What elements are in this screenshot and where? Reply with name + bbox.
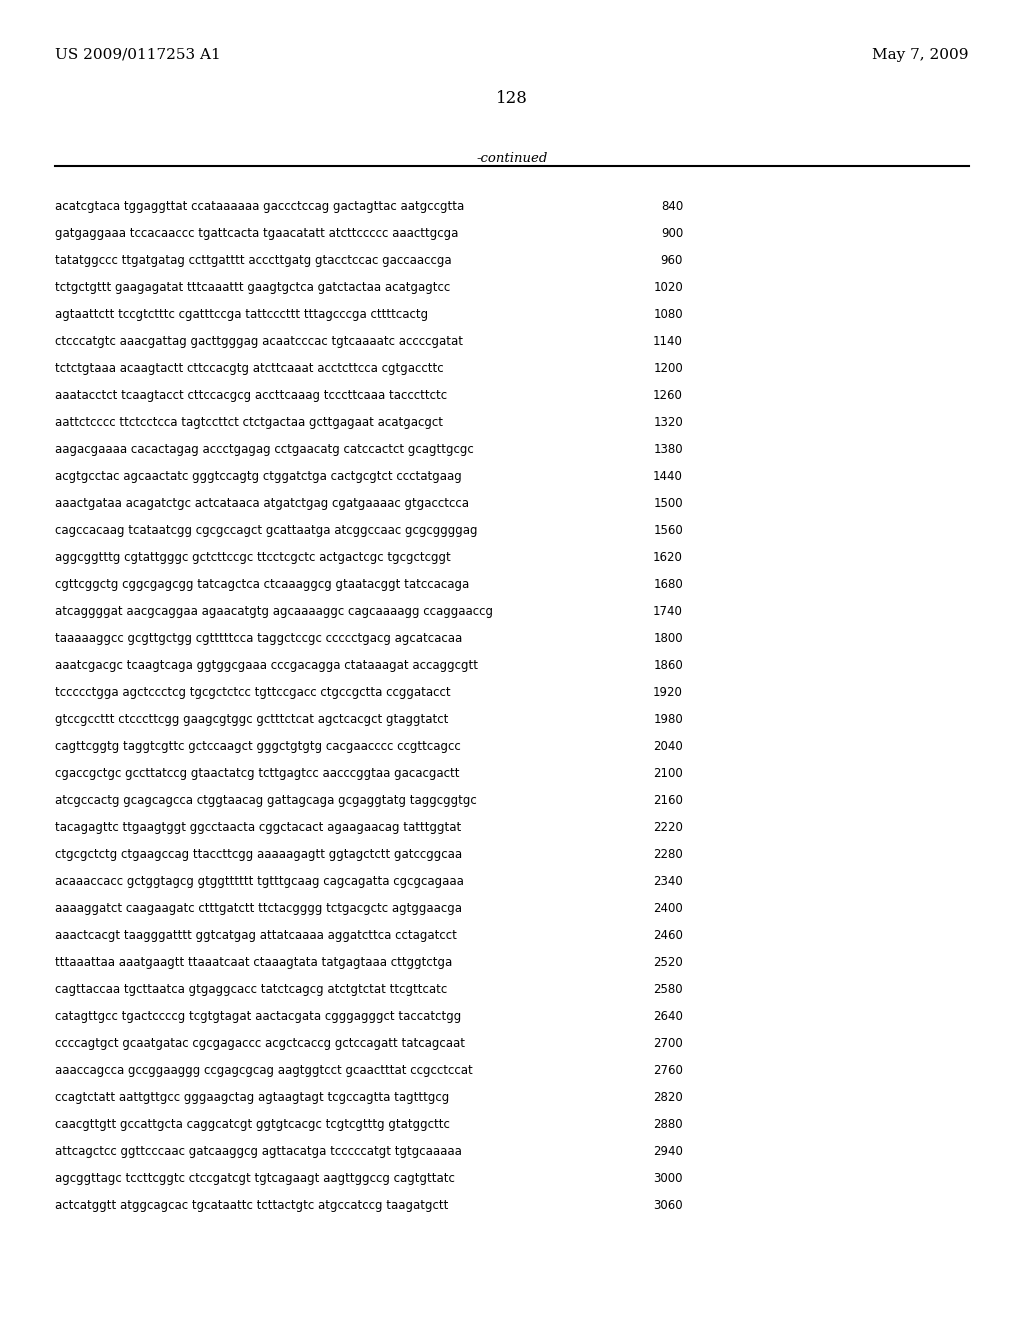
Text: agtaattctt tccgtctttc cgatttccga tattcccttt tttagcccga cttttcactg: agtaattctt tccgtctttc cgatttccga tattccc…: [55, 308, 428, 321]
Text: taaaaaggcc gcgttgctgg cgtttttcca taggctccgc ccccctgacg agcatcacaa: taaaaaggcc gcgttgctgg cgtttttcca taggctc…: [55, 632, 462, 645]
Text: tccccctgga agctccctcg tgcgctctcc tgttccgacc ctgccgctta ccggatacct: tccccctgga agctccctcg tgcgctctcc tgttccg…: [55, 686, 451, 700]
Text: 2700: 2700: [653, 1038, 683, 1049]
Text: May 7, 2009: May 7, 2009: [872, 48, 969, 62]
Text: 2520: 2520: [653, 956, 683, 969]
Text: 2280: 2280: [653, 847, 683, 861]
Text: 2100: 2100: [653, 767, 683, 780]
Text: 1380: 1380: [653, 444, 683, 455]
Text: caacgttgtt gccattgcta caggcatcgt ggtgtcacgc tcgtcgtttg gtatggcttc: caacgttgtt gccattgcta caggcatcgt ggtgtca…: [55, 1118, 450, 1131]
Text: cagttcggtg taggtcgttc gctccaagct gggctgtgtg cacgaacccc ccgttcagcc: cagttcggtg taggtcgttc gctccaagct gggctgt…: [55, 741, 461, 752]
Text: 1500: 1500: [653, 498, 683, 510]
Text: tttaaattaa aaatgaagtt ttaaatcaat ctaaagtata tatgagtaaa cttggtctga: tttaaattaa aaatgaagtt ttaaatcaat ctaaagt…: [55, 956, 453, 969]
Text: 1260: 1260: [653, 389, 683, 403]
Text: 2220: 2220: [653, 821, 683, 834]
Text: US 2009/0117253 A1: US 2009/0117253 A1: [55, 48, 221, 62]
Text: 840: 840: [660, 201, 683, 213]
Text: cagttaccaa tgcttaatca gtgaggcacc tatctcagcg atctgtctat ttcgttcatc: cagttaccaa tgcttaatca gtgaggcacc tatctca…: [55, 983, 447, 997]
Text: gtccgccttt ctcccttcgg gaagcgtggc gctttctcat agctcacgct gtaggtatct: gtccgccttt ctcccttcgg gaagcgtggc gctttct…: [55, 713, 449, 726]
Text: tatatggccc ttgatgatag ccttgatttt acccttgatg gtacctccac gaccaaccga: tatatggccc ttgatgatag ccttgatttt acccttg…: [55, 253, 452, 267]
Text: tctgctgttt gaagagatat tttcaaattt gaagtgctca gatctactaa acatgagtcc: tctgctgttt gaagagatat tttcaaattt gaagtgc…: [55, 281, 451, 294]
Text: cgttcggctg cggcgagcgg tatcagctca ctcaaaggcg gtaatacggt tatccacaga: cgttcggctg cggcgagcgg tatcagctca ctcaaag…: [55, 578, 469, 591]
Text: aaatcgacgc tcaagtcaga ggtggcgaaa cccgacagga ctataaagat accaggcgtt: aaatcgacgc tcaagtcaga ggtggcgaaa cccgaca…: [55, 659, 478, 672]
Text: 2640: 2640: [653, 1010, 683, 1023]
Text: 2820: 2820: [653, 1092, 683, 1104]
Text: acaaaccacc gctggtagcg gtggtttttt tgtttgcaag cagcagatta cgcgcagaaa: acaaaccacc gctggtagcg gtggtttttt tgtttgc…: [55, 875, 464, 888]
Text: 2340: 2340: [653, 875, 683, 888]
Text: 1020: 1020: [653, 281, 683, 294]
Text: tacagagttc ttgaagtggt ggcctaacta cggctacact agaagaacag tatttggtat: tacagagttc ttgaagtggt ggcctaacta cggctac…: [55, 821, 461, 834]
Text: 1800: 1800: [653, 632, 683, 645]
Text: aggcggtttg cgtattgggc gctcttccgc ttcctcgctc actgactcgc tgcgctcggt: aggcggtttg cgtattgggc gctcttccgc ttcctcg…: [55, 550, 451, 564]
Text: ccccagtgct gcaatgatac cgcgagaccc acgctcaccg gctccagatt tatcagcaat: ccccagtgct gcaatgatac cgcgagaccc acgctca…: [55, 1038, 465, 1049]
Text: 1200: 1200: [653, 362, 683, 375]
Text: atcaggggat aacgcaggaa agaacatgtg agcaaaaggc cagcaaaagg ccaggaaccg: atcaggggat aacgcaggaa agaacatgtg agcaaaa…: [55, 605, 493, 618]
Text: 1680: 1680: [653, 578, 683, 591]
Text: aaactcacgt taagggatttt ggtcatgag attatcaaaa aggatcttca cctagatcct: aaactcacgt taagggatttt ggtcatgag attatca…: [55, 929, 457, 942]
Text: actcatggtt atggcagcac tgcataattc tcttactgtc atgccatccg taagatgctt: actcatggtt atggcagcac tgcataattc tcttact…: [55, 1199, 449, 1212]
Text: -continued: -continued: [476, 152, 548, 165]
Text: 1440: 1440: [653, 470, 683, 483]
Text: aaaccagcca gccggaaggg ccgagcgcag aagtggtcct gcaactttat ccgcctccat: aaaccagcca gccggaaggg ccgagcgcag aagtggt…: [55, 1064, 473, 1077]
Text: aagacgaaaa cacactagag accctgagag cctgaacatg catccactct gcagttgcgc: aagacgaaaa cacactagag accctgagag cctgaac…: [55, 444, 474, 455]
Text: aaaaggatct caagaagatc ctttgatctt ttctacgggg tctgacgctc agtggaacga: aaaaggatct caagaagatc ctttgatctt ttctacg…: [55, 902, 462, 915]
Text: acgtgcctac agcaactatc gggtccagtg ctggatctga cactgcgtct ccctatgaag: acgtgcctac agcaactatc gggtccagtg ctggatc…: [55, 470, 462, 483]
Text: aattctcccc ttctcctcca tagtccttct ctctgactaa gcttgagaat acatgacgct: aattctcccc ttctcctcca tagtccttct ctctgac…: [55, 416, 443, 429]
Text: atcgccactg gcagcagcca ctggtaacag gattagcaga gcgaggtatg taggcggtgc: atcgccactg gcagcagcca ctggtaacag gattagc…: [55, 795, 477, 807]
Text: aaatacctct tcaagtacct cttccacgcg accttcaaag tcccttcaaa tacccttctc: aaatacctct tcaagtacct cttccacgcg accttca…: [55, 389, 447, 403]
Text: tctctgtaaa acaagtactt cttccacgtg atcttcaaat acctcttcca cgtgaccttc: tctctgtaaa acaagtactt cttccacgtg atcttca…: [55, 362, 443, 375]
Text: cgaccgctgc gccttatccg gtaactatcg tcttgagtcc aacccggtaa gacacgactt: cgaccgctgc gccttatccg gtaactatcg tcttgag…: [55, 767, 460, 780]
Text: agcggttagc tccttcggtc ctccgatcgt tgtcagaagt aagttggccg cagtgttatc: agcggttagc tccttcggtc ctccgatcgt tgtcaga…: [55, 1172, 455, 1185]
Text: 1080: 1080: [653, 308, 683, 321]
Text: acatcgtaca tggaggttat ccataaaaaa gaccctccag gactagttac aatgccgtta: acatcgtaca tggaggttat ccataaaaaa gaccctc…: [55, 201, 464, 213]
Text: 1320: 1320: [653, 416, 683, 429]
Text: 3000: 3000: [653, 1172, 683, 1185]
Text: 128: 128: [496, 90, 528, 107]
Text: 2460: 2460: [653, 929, 683, 942]
Text: 2160: 2160: [653, 795, 683, 807]
Text: cagccacaag tcataatcgg cgcgccagct gcattaatga atcggccaac gcgcggggag: cagccacaag tcataatcgg cgcgccagct gcattaa…: [55, 524, 477, 537]
Text: 900: 900: [660, 227, 683, 240]
Text: 960: 960: [660, 253, 683, 267]
Text: 1980: 1980: [653, 713, 683, 726]
Text: 2400: 2400: [653, 902, 683, 915]
Text: 1620: 1620: [653, 550, 683, 564]
Text: attcagctcc ggttcccaac gatcaaggcg agttacatga tcccccatgt tgtgcaaaaa: attcagctcc ggttcccaac gatcaaggcg agttaca…: [55, 1144, 462, 1158]
Text: 1920: 1920: [653, 686, 683, 700]
Text: 1740: 1740: [653, 605, 683, 618]
Text: 2880: 2880: [653, 1118, 683, 1131]
Text: 1560: 1560: [653, 524, 683, 537]
Text: ccagtctatt aattgttgcc gggaagctag agtaagtagt tcgccagtta tagtttgcg: ccagtctatt aattgttgcc gggaagctag agtaagt…: [55, 1092, 450, 1104]
Text: 2040: 2040: [653, 741, 683, 752]
Text: 1860: 1860: [653, 659, 683, 672]
Text: 2940: 2940: [653, 1144, 683, 1158]
Text: 1140: 1140: [653, 335, 683, 348]
Text: gatgaggaaa tccacaaccc tgattcacta tgaacatatt atcttccccc aaacttgcga: gatgaggaaa tccacaaccc tgattcacta tgaacat…: [55, 227, 459, 240]
Text: 2580: 2580: [653, 983, 683, 997]
Text: ctcccatgtc aaacgattag gacttgggag acaatcccac tgtcaaaatc accccgatat: ctcccatgtc aaacgattag gacttgggag acaatcc…: [55, 335, 463, 348]
Text: catagttgcc tgactccccg tcgtgtagat aactacgata cgggagggct taccatctgg: catagttgcc tgactccccg tcgtgtagat aactacg…: [55, 1010, 461, 1023]
Text: 3060: 3060: [653, 1199, 683, 1212]
Text: ctgcgctctg ctgaagccag ttaccttcgg aaaaagagtt ggtagctctt gatccggcaa: ctgcgctctg ctgaagccag ttaccttcgg aaaaaga…: [55, 847, 462, 861]
Text: 2760: 2760: [653, 1064, 683, 1077]
Text: aaactgataa acagatctgc actcataaca atgatctgag cgatgaaaac gtgacctcca: aaactgataa acagatctgc actcataaca atgatct…: [55, 498, 469, 510]
